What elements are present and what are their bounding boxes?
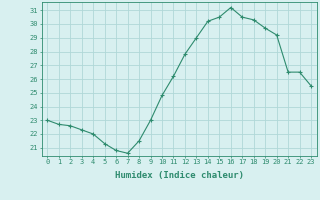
X-axis label: Humidex (Indice chaleur): Humidex (Indice chaleur) — [115, 171, 244, 180]
